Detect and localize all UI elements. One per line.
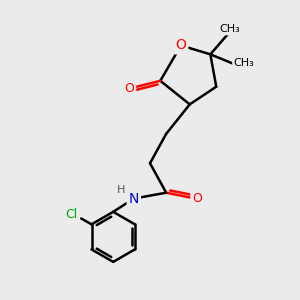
Text: O: O: [192, 192, 202, 205]
Text: N: N: [129, 192, 139, 206]
Text: CH₃: CH₃: [219, 24, 240, 34]
Text: H: H: [117, 185, 126, 195]
Text: Cl: Cl: [65, 208, 77, 221]
Text: CH₃: CH₃: [234, 58, 255, 68]
Text: O: O: [176, 38, 186, 52]
Text: O: O: [124, 82, 134, 95]
